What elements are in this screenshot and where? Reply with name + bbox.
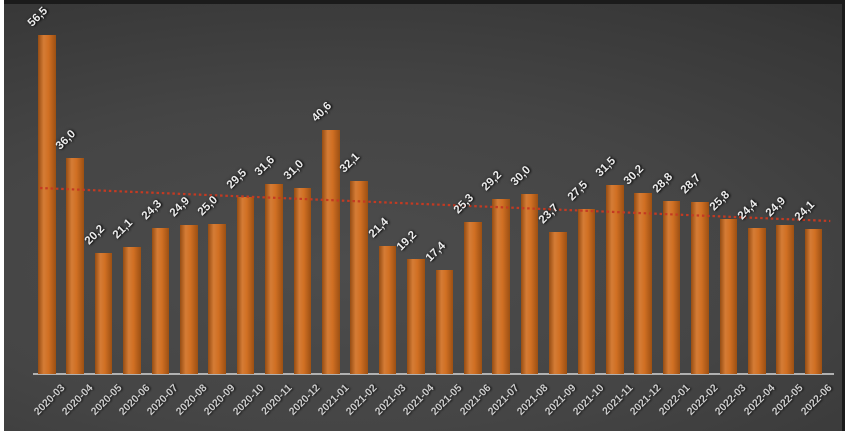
bar[interactable] (66, 158, 84, 374)
bar[interactable] (265, 184, 283, 374)
bar-value-label: 25,0 (196, 193, 221, 219)
bar[interactable] (123, 247, 141, 374)
bar-value-label: 29,2 (480, 168, 505, 194)
bar-value-label: 19,2 (394, 228, 420, 254)
bar-value-label: 25,3 (451, 192, 477, 217)
bar[interactable] (549, 231, 567, 374)
bar-value-label: 29,5 (224, 166, 249, 192)
bar-value-label: 32,1 (338, 151, 363, 176)
bar-value-label: 30,0 (508, 163, 533, 189)
bar[interactable] (322, 130, 340, 374)
chart-right-border (842, 0, 845, 431)
bar[interactable] (464, 222, 482, 374)
chart-background: 56,5 36,0 20,2 21,1 24,3 24,9 25,0 29,5 31,6 31,0… (4, 0, 845, 431)
plot-area: 56,5 36,0 20,2 21,1 24,3 24,9 25,0 29,5 31,6 31,0… (4, 0, 845, 431)
bar-value-label: 24,9 (764, 194, 789, 219)
bar[interactable] (634, 192, 652, 374)
bar[interactable] (691, 201, 709, 374)
bar[interactable] (378, 245, 397, 374)
bar[interactable] (662, 201, 681, 374)
bar-value-label: 28,8 (650, 171, 675, 196)
chart-top-border (4, 0, 845, 4)
bar[interactable] (407, 258, 425, 374)
bar[interactable] (94, 252, 113, 374)
bar[interactable] (236, 197, 255, 374)
bar-value-label: 31,5 (593, 154, 619, 180)
bar-value-label: 31,0 (281, 157, 306, 183)
bar[interactable] (435, 269, 454, 374)
bar[interactable] (606, 185, 624, 374)
bar-value-label: 56,5 (25, 4, 51, 30)
bar[interactable] (776, 224, 794, 374)
bar-value-label: 24,3 (139, 198, 164, 223)
bar-value-label: 28,7 (678, 171, 704, 197)
bar[interactable] (208, 224, 226, 374)
bar[interactable] (492, 198, 510, 374)
bar[interactable] (748, 227, 766, 374)
bar[interactable] (180, 224, 198, 374)
bar[interactable] (151, 228, 170, 374)
bar-value-label: 36,0 (54, 127, 79, 153)
bar-value-label: 25,8 (707, 189, 732, 214)
bar-value-label: 20,2 (82, 222, 107, 248)
bar-value-label: 21,1 (110, 217, 136, 242)
bar[interactable] (293, 188, 312, 374)
bar[interactable] (577, 209, 596, 374)
x-axis-line (33, 373, 834, 375)
bar[interactable] (719, 219, 738, 374)
bar[interactable] (804, 229, 823, 374)
bar[interactable] (350, 181, 368, 374)
bar-value-label: 23,7 (536, 201, 562, 227)
bar-value-label: 27,5 (565, 178, 590, 204)
bar-value-label: 40,6 (309, 100, 335, 125)
bar-value-label: 21,4 (366, 215, 391, 240)
bar-value-label: 17,4 (423, 239, 448, 264)
bar[interactable] (520, 194, 539, 374)
bar-value-label: 24,1 (792, 199, 817, 224)
bar-value-label: 30,2 (622, 162, 647, 188)
bar-value-label: 24,4 (735, 197, 761, 222)
bar-value-label: 31,6 (252, 154, 278, 179)
bar-value-label: 24,9 (167, 194, 193, 219)
bar[interactable] (38, 35, 56, 374)
